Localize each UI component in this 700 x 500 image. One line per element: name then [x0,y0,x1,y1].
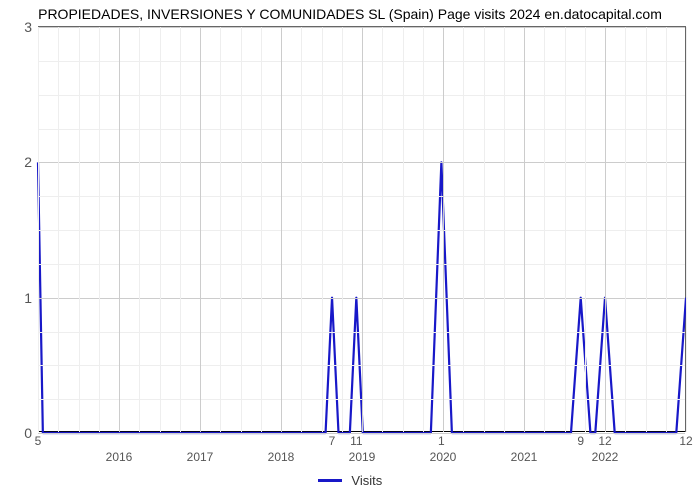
legend: Visits [0,472,700,488]
x-year-label: 2018 [268,432,295,464]
x-gridline-minor [382,27,383,432]
x-gridline-minor [180,27,181,432]
x-gridline [443,27,444,432]
peak-x-label: 9 [577,432,584,448]
x-gridline-minor [504,27,505,432]
x-gridline-minor [301,27,302,432]
x-gridline [362,27,363,432]
x-gridline [119,27,120,432]
x-gridline-minor [79,27,80,432]
chart-title: PROPIEDADES, INVERSIONES Y COMUNIDADES S… [0,6,700,22]
x-year-label: 2021 [511,432,538,464]
plot-area: 0123201620172018201920202021202271119121… [38,26,686,432]
x-gridline-minor [565,27,566,432]
peak-x-label: 12 [679,432,692,448]
x-gridline-minor [322,27,323,432]
start-x-label: 5 [35,432,42,448]
x-gridline-minor [38,27,39,432]
peak-x-label: 7 [329,432,336,448]
peak-x-label: 11 [350,432,362,448]
x-gridline-minor [261,27,262,432]
x-gridline-minor [423,27,424,432]
x-gridline-minor [585,27,586,432]
x-gridline-minor [139,27,140,432]
x-gridline-minor [484,27,485,432]
x-year-label: 2016 [106,432,133,464]
x-gridline-minor [403,27,404,432]
x-gridline-minor [220,27,221,432]
x-gridline [605,27,606,432]
x-gridline-minor [544,27,545,432]
x-gridline [281,27,282,432]
x-gridline-minor [58,27,59,432]
x-year-label: 2017 [187,432,214,464]
x-gridline-minor [646,27,647,432]
y-tick-label: 2 [24,154,38,170]
chart-container: PROPIEDADES, INVERSIONES Y COMUNIDADES S… [0,0,700,500]
y-tick-label: 3 [24,19,38,35]
x-gridline-minor [99,27,100,432]
y-tick-label: 1 [24,290,38,306]
peak-x-label: 12 [598,432,611,448]
legend-swatch [318,479,342,482]
x-gridline [200,27,201,432]
x-gridline-minor [686,27,687,432]
x-gridline-minor [625,27,626,432]
x-gridline-minor [241,27,242,432]
x-gridline-minor [342,27,343,432]
peak-x-label: 1 [438,432,445,448]
x-gridline-minor [160,27,161,432]
x-gridline [524,27,525,432]
legend-label: Visits [351,473,382,488]
x-gridline-minor [463,27,464,432]
x-gridline-minor [666,27,667,432]
